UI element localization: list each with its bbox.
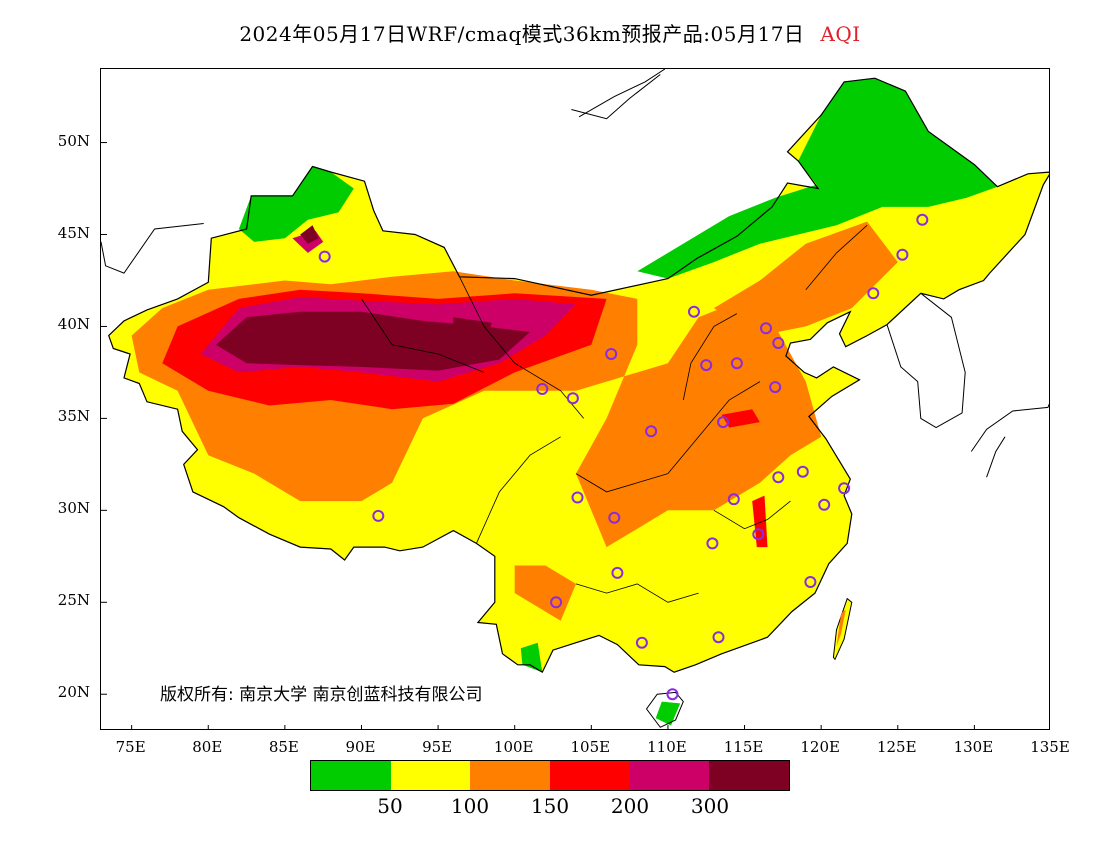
- city-station-marker: [571, 491, 584, 504]
- legend-swatch: [470, 761, 551, 790]
- province-boundary: [361, 298, 485, 373]
- city-station-marker: [608, 511, 621, 524]
- map-title: 2024年05月17日WRF/cmaq模式36km预报产品:05月17日 AQI: [0, 18, 1100, 47]
- city-station-marker: [372, 509, 385, 522]
- city-station-marker: [666, 688, 679, 701]
- city-station-marker: [717, 416, 730, 429]
- longitude-tick-label: 80E: [192, 738, 223, 756]
- city-station-marker: [611, 566, 624, 579]
- legend-break-label: 300: [690, 794, 730, 818]
- city-station-marker: [804, 576, 817, 588]
- legend-swatch: [390, 761, 471, 790]
- hainan-outline: [645, 691, 684, 728]
- korea-coast: [886, 292, 966, 429]
- longitude-tick-label: 90E: [345, 738, 376, 756]
- city-station-marker: [760, 322, 772, 335]
- title-variable: AQI: [820, 22, 861, 46]
- longitude-tick-label: 105E: [570, 738, 611, 756]
- city-station-marker: [550, 596, 563, 609]
- province-boundary: [713, 500, 791, 530]
- city-station-marker: [712, 631, 725, 644]
- longitude-tick-label: 115E: [723, 738, 764, 756]
- city-station-marker: [536, 383, 549, 395]
- color-legend-bar: [310, 760, 790, 791]
- latitude-tick-label: 20N: [57, 683, 90, 702]
- city-station-marker: [318, 250, 331, 263]
- city-station-marker: [605, 348, 618, 360]
- legend-break-label: 150: [530, 794, 570, 818]
- province-boundary: [805, 225, 868, 290]
- lake-baikal: [578, 69, 666, 118]
- legend-break-label: 50: [377, 794, 403, 818]
- city-station-marker: [838, 482, 851, 495]
- map-frame: [100, 68, 1050, 730]
- legend-break-label: 100: [450, 794, 490, 818]
- latitude-tick-label: 30N: [57, 499, 90, 518]
- aqi-map: [101, 69, 1049, 729]
- city-station-marker: [706, 537, 719, 550]
- latitude-tick-label: 45N: [57, 223, 90, 242]
- legend-swatch: [550, 761, 630, 790]
- lake-baikal-shore: [571, 74, 661, 120]
- city-station-marker: [635, 636, 648, 649]
- japan-coast: [970, 403, 1049, 452]
- longitude-tick-label: 95E: [422, 738, 453, 756]
- city-station-marker: [752, 528, 765, 541]
- city-station-marker: [867, 287, 880, 300]
- city-station-marker: [566, 392, 579, 405]
- aqi-zone-green-hainan: [655, 701, 681, 726]
- province-boundary: [476, 436, 561, 544]
- latitude-tick-label: 25N: [57, 591, 90, 610]
- aqi-zone-maroon-north: [300, 225, 319, 244]
- longitude-tick-label: 130E: [953, 738, 994, 756]
- city-station-marker: [772, 337, 785, 349]
- city-station-marker: [796, 465, 809, 478]
- longitude-tick-label: 120E: [800, 738, 840, 756]
- city-station-marker: [916, 213, 929, 226]
- latitude-tick-label: 40N: [57, 315, 90, 334]
- city-station-marker: [700, 359, 713, 372]
- china-border: [108, 77, 1049, 674]
- aqi-zone-orange-taiwan: [836, 609, 846, 647]
- province-boundary: [575, 473, 669, 493]
- city-station-marker: [818, 498, 831, 511]
- city-station-marker: [645, 425, 658, 438]
- province-boundary: [575, 583, 699, 603]
- longitude-tick-label: 110E: [647, 738, 687, 756]
- aqi-zone-green-northwest: [238, 166, 354, 242]
- aqi-zone-maroon-west: [215, 311, 530, 371]
- aqi-zone-orange-yunnan: [514, 565, 576, 621]
- title-text: 2024年05月17日WRF/cmaq模式36km预报产品:05月17日: [239, 22, 805, 46]
- city-station-marker: [688, 305, 700, 318]
- longitude-tick-label: 85E: [268, 738, 299, 756]
- province-boundary: [682, 313, 738, 401]
- aqi-zone-maroon-east: [453, 317, 492, 354]
- latitude-tick-label: 35N: [57, 407, 90, 426]
- legend-swatch: [311, 761, 391, 790]
- legend-swatch: [629, 761, 710, 790]
- longitude-tick-label: 75E: [115, 738, 146, 756]
- legend-break-label: 200: [610, 794, 650, 818]
- aqi-zone-red-henan: [721, 409, 760, 428]
- legend-swatch: [709, 761, 790, 790]
- taiwan-island: [832, 597, 853, 661]
- city-station-marker: [772, 471, 785, 484]
- japan-kyushu: [986, 436, 1006, 478]
- longitude-tick-label: 125E: [876, 738, 917, 756]
- aqi-zone-green-northeast: [637, 78, 998, 279]
- latitude-tick-label: 50N: [57, 131, 90, 150]
- lake-balkhash: [101, 223, 204, 274]
- city-station-marker: [769, 381, 782, 394]
- copyright-text: 版权所有: 南京大学 南京创蓝科技有限公司: [160, 685, 483, 705]
- longitude-tick-label: 100E: [493, 738, 534, 756]
- city-station-marker: [727, 493, 740, 506]
- city-station-marker: [730, 357, 743, 370]
- longitude-tick-label: 135E: [1030, 738, 1070, 756]
- city-station-marker: [896, 248, 909, 261]
- province-boundary: [667, 381, 761, 474]
- aqi-zone-orange-northeast: [713, 221, 898, 336]
